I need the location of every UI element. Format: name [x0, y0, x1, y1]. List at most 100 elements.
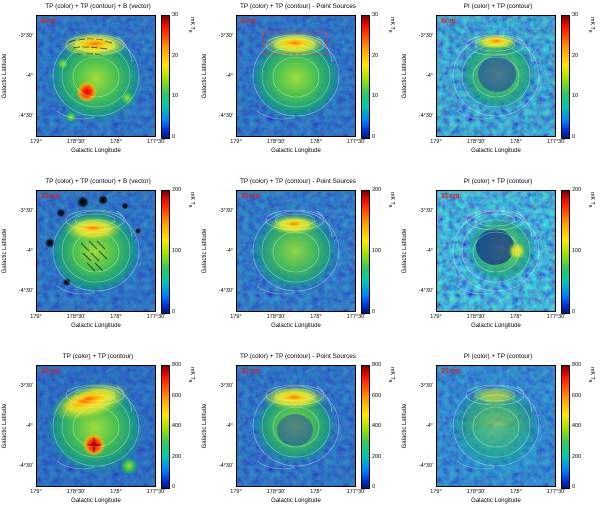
x-tick: 179° — [230, 314, 242, 320]
colorbar-tick: 0 — [572, 134, 576, 140]
heatmap-image — [37, 366, 155, 486]
colorbar-tick: 20 — [372, 53, 379, 59]
x-axis-label: Galactic Longitude — [271, 323, 321, 329]
x-tick: 179° — [30, 489, 42, 495]
map-plot: 11cm — [36, 190, 156, 312]
colorbar-tick: 800 — [172, 362, 182, 368]
x-tick: 178° — [510, 139, 522, 145]
x-tick: 179° — [430, 139, 442, 145]
colorbar — [561, 15, 570, 139]
colorbar — [161, 15, 170, 139]
map-plot: 6cm — [36, 15, 156, 137]
x-axis-label: Galactic Longitude — [471, 498, 521, 504]
heatmap-image — [237, 191, 355, 311]
x-tick: 179° — [230, 139, 242, 145]
y-tick: -4°30' — [218, 288, 233, 294]
x-tick: 179° — [430, 314, 442, 320]
colorbar-tick: 100 — [372, 248, 382, 254]
x-axis-label: Galactic Longitude — [471, 148, 521, 154]
y-tick: -4°30' — [218, 463, 233, 469]
map-plot: 21cm — [236, 365, 356, 487]
colorbar-tick: 200 — [572, 187, 582, 193]
colorbar-unit: mK TB — [587, 192, 595, 208]
y-tick: -4° — [225, 248, 233, 254]
x-axis-label: Galactic Longitude — [471, 323, 521, 329]
colorbar-tick: 200 — [572, 454, 582, 460]
band-label: 11cm — [41, 193, 60, 200]
x-tick: 177°30' — [546, 139, 566, 145]
x-tick: 177°30' — [146, 314, 166, 320]
highlight-region-box — [262, 31, 328, 55]
colorbar-tick: 800 — [572, 362, 582, 368]
band-label: 6cm — [41, 18, 56, 25]
y-tick: -4°30' — [18, 113, 33, 119]
heatmap-image — [237, 366, 355, 486]
y-tick: -3°30' — [18, 383, 33, 389]
x-axis-label: Galactic Longitude — [271, 498, 321, 504]
x-axis-label: Galactic Longitude — [71, 323, 121, 329]
colorbar-tick: 600 — [172, 393, 182, 399]
heatmap-image — [237, 16, 355, 136]
x-tick: 179° — [430, 489, 442, 495]
heatmap-image — [37, 191, 155, 311]
colorbar-tick: 600 — [572, 393, 582, 399]
colorbar-tick: 0 — [172, 309, 176, 315]
map-plot: 6cm — [436, 15, 556, 137]
panel-21cm-tp-minus-sources: TP (color) + TP (contour) - Point Source… — [200, 350, 400, 525]
band-label: 6cm — [441, 18, 456, 25]
colorbar-unit: mK TB — [387, 17, 395, 33]
y-tick: -3°30' — [218, 208, 233, 214]
colorbar-tick: 0 — [372, 484, 376, 490]
panel-title: TP (color) + TP (contour) - Point Source… — [240, 353, 356, 360]
y-tick: -3°30' — [418, 208, 433, 214]
x-tick: 177°30' — [346, 489, 366, 495]
y-tick: -4°30' — [18, 288, 33, 294]
x-tick: 178° — [110, 139, 122, 145]
x-tick: 177°30' — [546, 314, 566, 320]
band-label: 11cm — [441, 193, 460, 200]
x-tick: 178° — [510, 489, 522, 495]
x-tick: 178° — [310, 489, 322, 495]
colorbar-unit: mK TB — [387, 192, 395, 208]
map-plot: 21cm — [436, 365, 556, 487]
map-plot: 11cm — [236, 190, 356, 312]
panel-title: TP (color) + TP (contour) + B (vector) — [45, 3, 151, 10]
x-tick: 177°30' — [546, 489, 566, 495]
y-tick: -4°30' — [418, 463, 433, 469]
y-tick: -4°30' — [18, 463, 33, 469]
colorbar-tick: 20 — [172, 53, 179, 59]
y-tick: -4° — [25, 423, 33, 429]
colorbar — [361, 365, 370, 489]
x-tick: 178°30' — [266, 489, 286, 495]
colorbar-unit: mK TB — [587, 367, 595, 383]
colorbar-tick: 10 — [572, 93, 579, 99]
colorbar-tick: 100 — [572, 248, 582, 254]
colorbar-tick: 600 — [372, 393, 382, 399]
colorbar-unit: mK TB — [387, 367, 395, 383]
b-field-vectors — [80, 240, 108, 272]
panel-6cm-tp-minus-sources: TP (color) + TP (contour) - Point Source… — [200, 0, 400, 175]
x-tick: 179° — [30, 139, 42, 145]
band-label: 11cm — [241, 193, 260, 200]
y-tick: -4° — [425, 73, 433, 79]
x-tick: 178° — [110, 314, 122, 320]
colorbar-tick: 100 — [172, 248, 182, 254]
colorbar-tick: 400 — [572, 423, 582, 429]
colorbar-tick: 0 — [372, 309, 376, 315]
x-tick: 178°30' — [266, 139, 286, 145]
x-tick: 178°30' — [66, 314, 86, 320]
colorbar — [161, 365, 170, 489]
band-label: 21cm — [41, 368, 61, 375]
y-tick: -4°30' — [418, 288, 433, 294]
colorbar-tick: 200 — [172, 454, 182, 460]
panel-title: TP (color) + TP (contour) + B (vector) — [45, 178, 151, 185]
x-tick: 178°30' — [66, 489, 86, 495]
colorbar-unit: mK TB — [187, 367, 195, 383]
x-tick: 178° — [310, 314, 322, 320]
x-tick: 177°30' — [346, 139, 366, 145]
y-tick: -3°30' — [218, 383, 233, 389]
x-axis-label: Galactic Longitude — [71, 498, 121, 504]
colorbar-tick: 400 — [172, 423, 182, 429]
colorbar-tick: 10 — [372, 93, 379, 99]
